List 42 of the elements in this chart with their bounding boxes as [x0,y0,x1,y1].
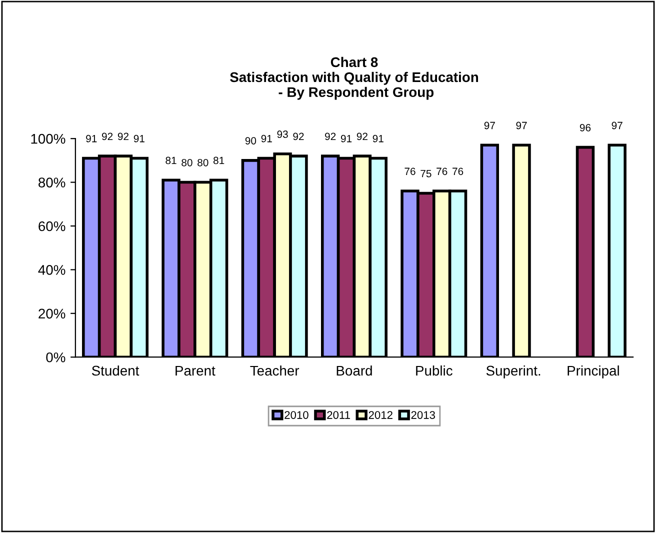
data-label: 92 [118,132,129,140]
data-label: 92 [293,132,304,140]
data-label: 91 [340,134,352,142]
legend-label: 2012 [368,411,392,419]
data-label: 76 [404,168,416,176]
data-label: 91 [372,134,384,142]
data-label: 81 [166,156,176,164]
y-tick-label: 20% [38,308,66,319]
y-tick-label: 80% [38,178,66,188]
x-tick-label: Parent [176,366,216,376]
data-label: 76 [452,168,464,176]
y-tick-label: 0% [46,352,66,362]
x-tick-label: Board [336,365,372,376]
data-label: 76 [436,168,448,176]
data-label: 90 [245,137,256,144]
data-label: 80 [198,158,208,166]
y-tick-label: 60% [38,221,66,232]
data-label: 91 [86,134,97,142]
data-label: 91 [261,134,272,142]
data-label: 92 [325,132,336,140]
y-tick-label: 40% [38,265,66,275]
data-label: 97 [484,122,495,130]
data-label: 93 [277,130,288,138]
legend-label: 2010 [284,411,308,419]
legend-label: 2013 [411,411,435,419]
x-tick-label: Public [416,365,452,376]
y-tick-label: 100% [31,134,66,144]
data-label: 91 [134,134,144,142]
data-label: 81 [213,156,224,164]
data-label: 96 [580,124,591,132]
legend-label: 2011 [327,411,350,419]
x-tick-label: Student [92,365,140,376]
x-tick-label: Principal [568,365,619,378]
data-label: 97 [612,122,622,130]
data-label: 97 [516,122,527,130]
data-label: 75 [420,170,432,178]
data-label: 92 [102,132,113,140]
x-tick-label: Superint. [486,365,540,378]
data-label: 80 [182,158,192,166]
x-tick-label: Teacher [250,365,300,376]
chart-title: Chart 8 Satisfaction with Quality of Education - By Respondent Group [230,56,478,100]
data-label: 92 [356,132,368,140]
